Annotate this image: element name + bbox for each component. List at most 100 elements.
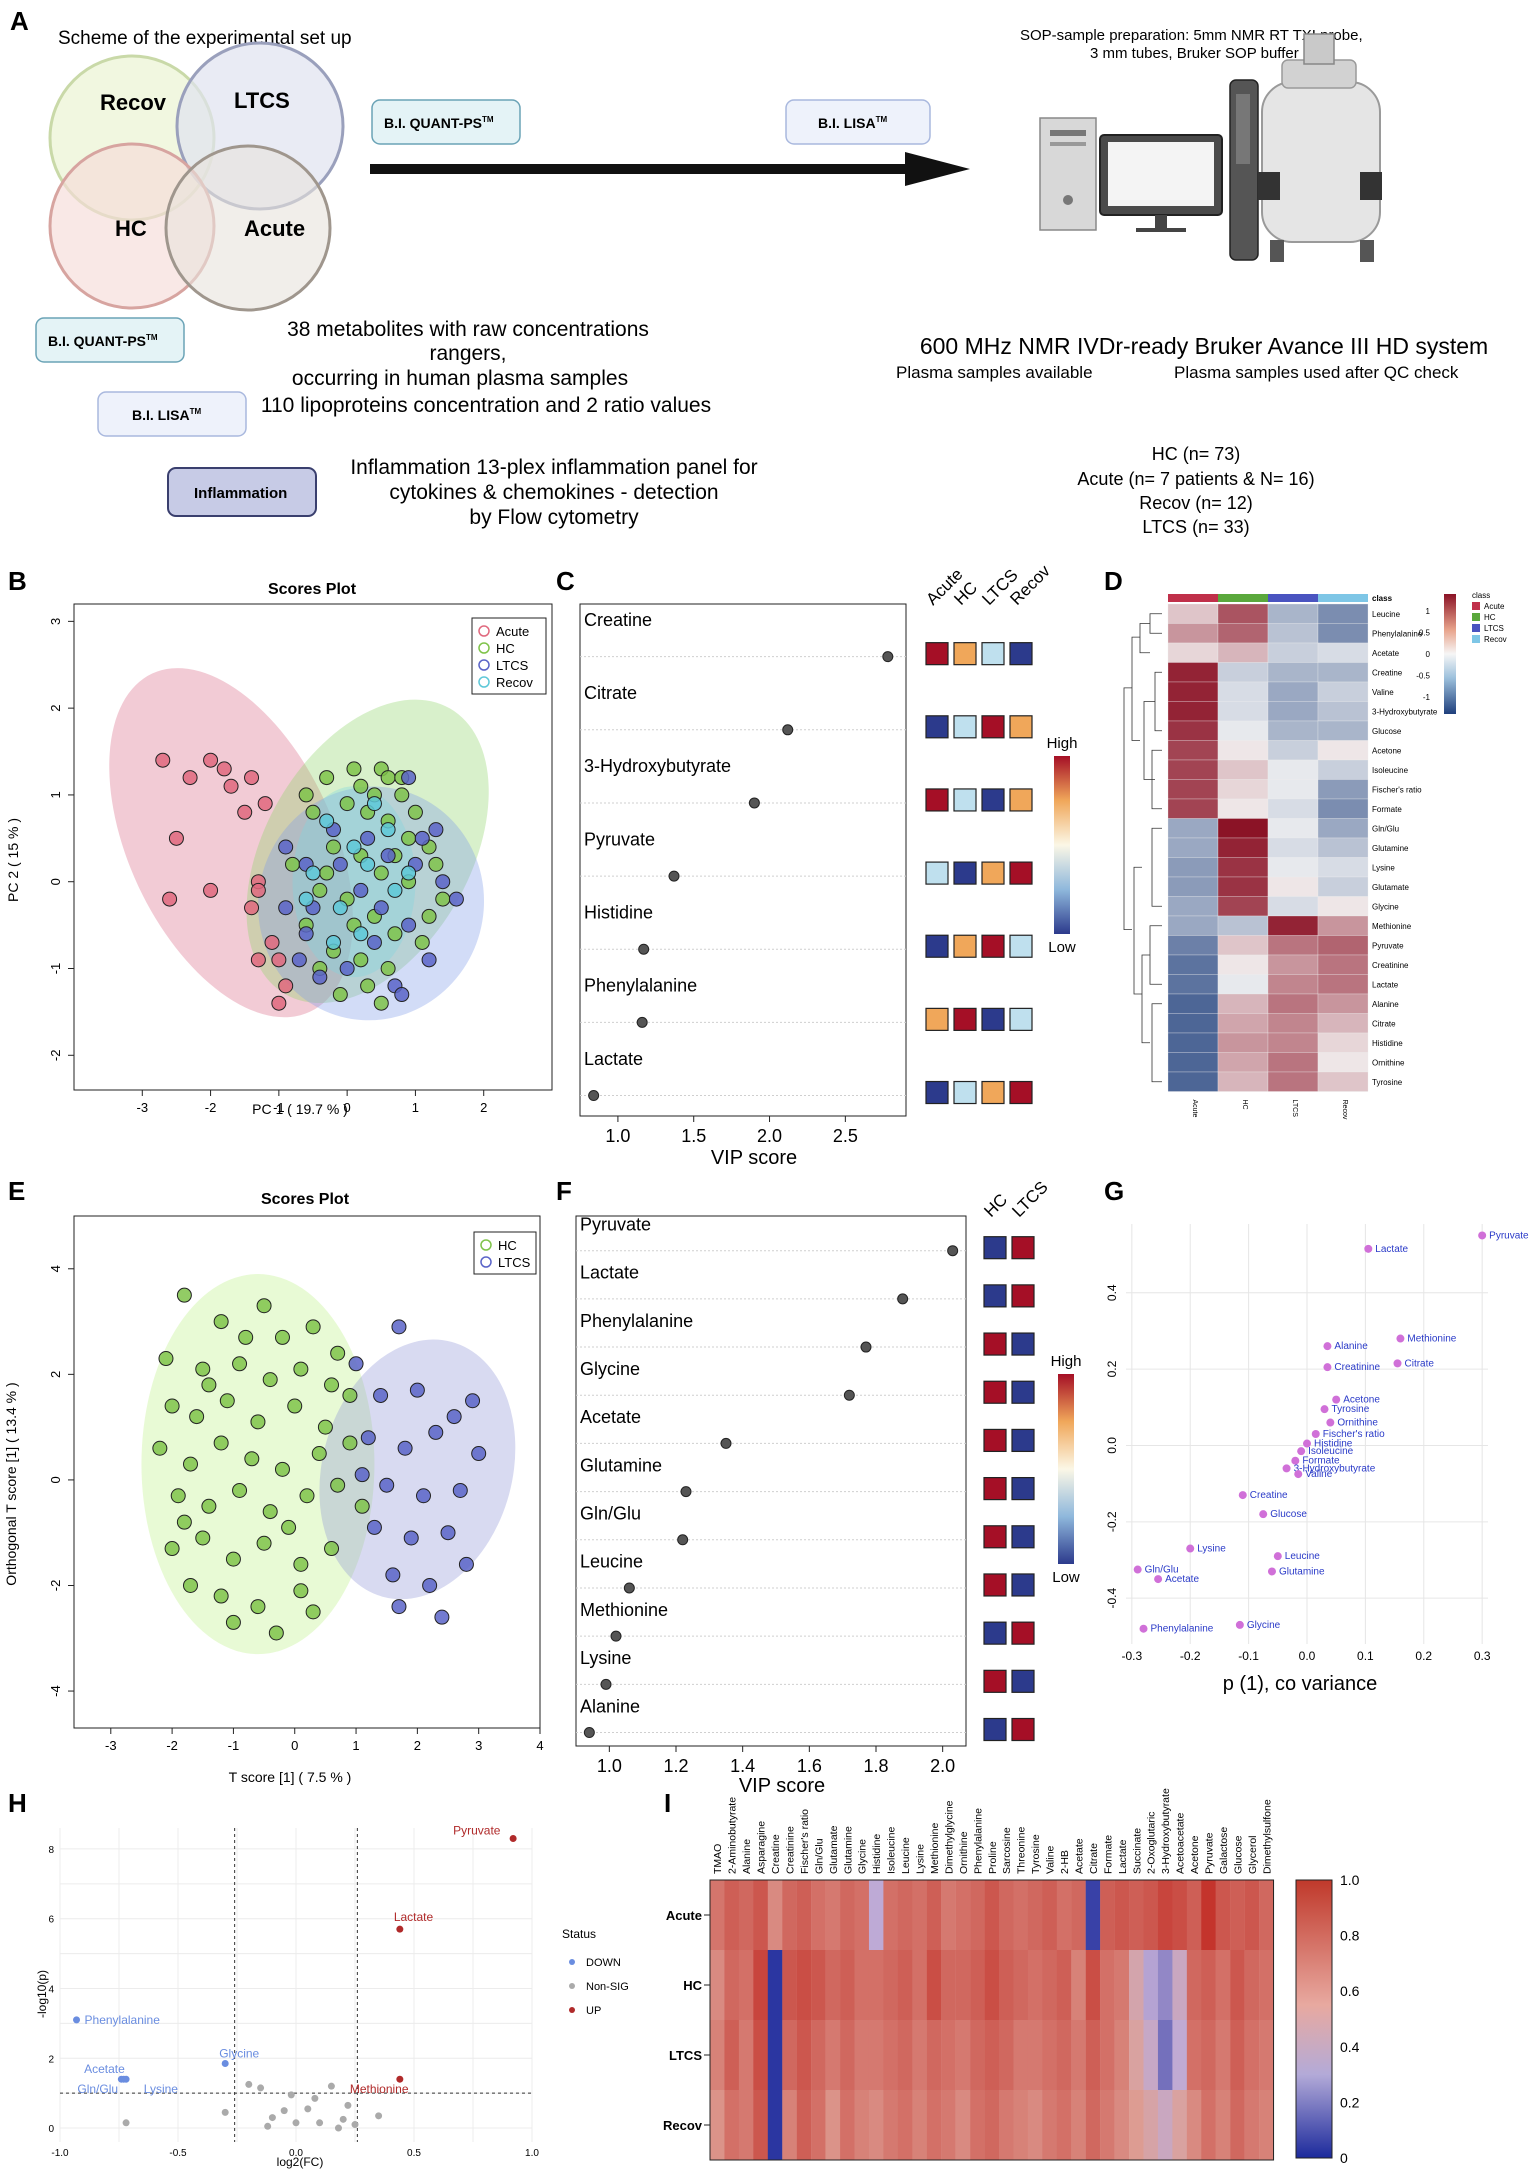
heat-cell-recov-creatine [767,2090,783,2161]
legend-swatch-hc [1472,613,1480,621]
heat-cell-phenylalanine-ltcs [981,1007,1005,1031]
point-ltcs [465,1393,481,1409]
quant-badge-top: B.I. QUANT-PSTM [371,99,521,145]
point-lactate [1364,1244,1373,1253]
column-label-gln-glu: Gln/Glu [813,1838,825,1874]
point-methionine [396,2075,404,2083]
point-ltcs [353,882,369,898]
dendrogram-branch [1133,866,1142,995]
point-ltcs [291,952,307,968]
heat-cell-methionine-hc [983,1621,1007,1645]
column-label-hc: HC [980,1190,1011,1221]
point-label-gln-glu: Gln/Glu [1145,1565,1179,1576]
heat-cell-acute-lysine [912,1880,927,1951]
heat-cell-ltcs-acetate [1071,2020,1086,2091]
x-tick-label: 2.0 [930,1756,955,1776]
heat-cell-recov-sarcosine [999,2090,1014,2161]
heat-cell-citrate-recov [1317,1013,1369,1034]
column-label-pyruvate: Pyruvate [1204,1832,1216,1874]
column-label-ltcs: LTCS [1008,1178,1051,1221]
heat-cell-acetate-ltcs [1011,1428,1035,1453]
heat-cell-gln-glu-ltcs [1011,1525,1035,1549]
row-label-ltcs: LTCS [669,2048,702,2063]
point-recov [325,934,341,950]
point-formate [1291,1456,1300,1465]
column-label-2-hb: 2-HB [1059,1850,1071,1874]
point-ltcs [458,1556,474,1572]
class-bar-acute [1168,594,1218,602]
point-acute [250,952,266,968]
heat-cell-lysine-ltcs [1267,857,1319,878]
point-hc [311,1446,327,1462]
heat-cell-recov-threonine [1013,2090,1029,2161]
heat-cell-hc-proline [984,1950,1000,2021]
point-phenylalanine [73,2016,81,2024]
row-label-phenylalanine: Phenylalanine [580,1311,693,1331]
legend-down-marker [569,1959,575,1965]
row-label-valine: Valine [1372,688,1394,697]
point-hc [176,1514,192,1530]
row-label-histidine: Histidine [584,903,653,923]
heat-cell-recov-gln-glu [811,2090,826,2161]
heat-cell-fischer-s-ratio-hc [1217,779,1269,800]
point-ltcs [471,1446,487,1462]
class-bar-ltcs [1268,594,1318,602]
point-ltcs [354,1467,370,1483]
metabolites-line-2: rangers, [429,342,506,365]
point-hc [330,1345,346,1361]
heat-cell-hc-ornithine [955,1950,971,2021]
svg-text:B.I. LISATM: B.I. LISATM [818,115,887,131]
column-label-sarcosine: Sarcosine [1001,1827,1013,1874]
heatmap-frame [709,1879,1275,2161]
heat-cell-recov-proline [984,2090,1000,2161]
heat-cell-methionine-hc [1217,915,1269,936]
heat-cell-leucine-hc [983,1573,1007,1597]
heat-cell-acute-pyruvate [1201,1880,1216,1951]
heat-cell-ltcs-ornithine [955,2020,971,2091]
heat-cell-pyruvate-acute [1167,935,1219,956]
point-acute [244,900,260,916]
point-pyruvate [509,1834,517,1842]
heat-cell-recov-galactose [1215,2090,1231,2161]
heat-cell-phenylalanine-acute [925,1007,949,1031]
row-label-phenylalanine: Phenylalanine [584,976,697,996]
point-ltcs [373,1387,389,1403]
point-acute [250,882,266,898]
heat-cell-fischer-s-ratio-ltcs [1267,779,1319,800]
heat-cell-alanine-hc [983,1717,1007,1742]
heat-cell-hc-creatinine [782,1950,797,2021]
column-label-ornithine: Ornithine [958,1831,970,1874]
point-ltcs [278,839,294,855]
point-label-acetate: Acetate [84,2062,125,2076]
heat-cell-recov-methionine [926,2090,942,2161]
point-acute [257,796,273,812]
chart-c: Creatine Citrate 3-Hydroxybutyrate Pyruvate… [579,561,1077,1146]
x-tick-label: 0.1 [1357,1649,1374,1663]
legend-swatch-recov [1472,635,1480,643]
point-hc [164,1398,180,1414]
legend-label-hc: HC [498,1238,517,1253]
point-hc [274,1461,290,1477]
computer-icon [1039,117,1223,232]
heat-cell-hc-2-oxoglutaric [1143,1950,1159,2021]
heat-cell-hc-valine [1042,1950,1057,2021]
x-tick-label: 2 [414,1738,421,1753]
chart-b-ylabel: PC 2 ( 15 % ) [5,818,21,902]
heat-cell-hc-tyrosine [1027,1950,1043,2021]
chart-e: -3 -2 -1 0 1 2 3 4 -4 -2 0 2 4 HC LTCS [48,1215,544,1753]
point-hc [407,804,423,820]
heat-cell-lactate-recov [1317,974,1369,995]
heat-cell-ltcs-gln-glu [811,2020,826,2091]
heat-cell-glutamate-acute [1167,876,1219,897]
heat-cell-histidine-hc [1217,1032,1269,1053]
heat-cell-acute-lactate [1114,1880,1130,1951]
point-ltcs [414,830,430,846]
point-label-fischer-s-ratio: Fischer's ratio [1323,1429,1385,1440]
point-hc [319,865,335,881]
heat-cell-recov-isoleucine [883,2090,899,2161]
heat-cell-glutamine-hc [1217,837,1269,858]
point-ltcs [360,830,376,846]
heat-cell-citrate-hc [1217,1013,1269,1034]
confidence-ellipse-acute [109,668,353,1018]
point-nonsig [339,2115,347,2123]
